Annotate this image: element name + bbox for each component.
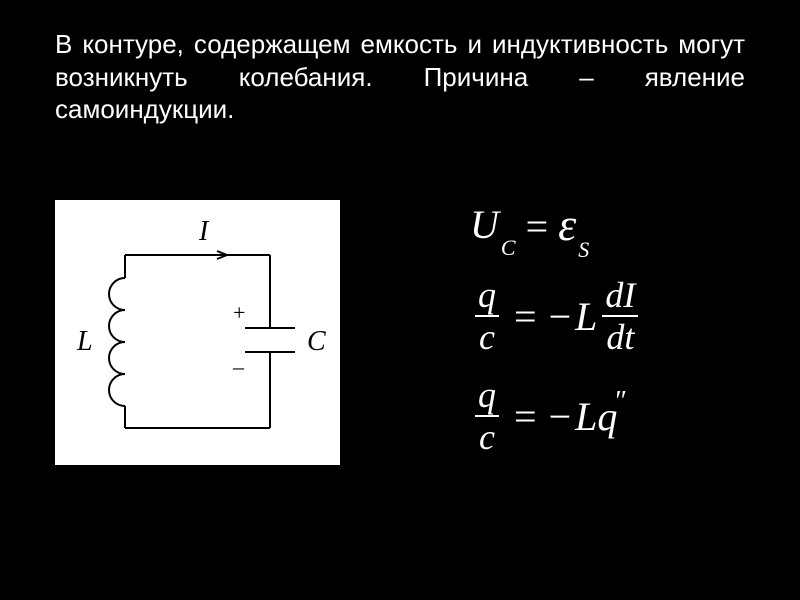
eq2-lhs-fraction: q c	[474, 277, 500, 355]
eq3-q: q	[597, 393, 617, 440]
cap-minus-label: –	[232, 354, 245, 379]
equation-3: q c = − L q ″	[470, 377, 643, 455]
eq1-rhs: εS	[558, 198, 589, 255]
equations: UC = εS q c = − L dI dt q c = − L	[470, 198, 643, 477]
eq2-L: L	[575, 293, 597, 340]
paragraph: В контуре, содержащем емкость и индуктив…	[55, 28, 745, 126]
equation-1: UC = εS	[470, 198, 643, 255]
inductor-label: L	[76, 326, 93, 357]
eq2-minus: −	[549, 293, 572, 340]
slide: В контуре, содержащем емкость и индуктив…	[0, 0, 800, 600]
eq1-lhs: UC	[470, 201, 516, 253]
eq3-lhs-fraction: q c	[474, 377, 500, 455]
eq2-equals: =	[514, 293, 537, 340]
current-label: I	[198, 216, 210, 247]
eq2-rhs-fraction: dI dt	[601, 277, 639, 355]
capacitor-label: C	[307, 326, 326, 357]
eq3-minus: −	[549, 393, 572, 440]
eq3-equals: =	[514, 393, 537, 440]
cap-plus-label: +	[233, 300, 245, 325]
eq3-L: L	[575, 393, 597, 440]
lc-circuit-diagram: I L C + –	[55, 200, 340, 465]
eq1-equals: =	[526, 203, 549, 250]
equation-2: q c = − L dI dt	[470, 277, 643, 355]
eq3-double-prime: ″	[615, 386, 627, 418]
